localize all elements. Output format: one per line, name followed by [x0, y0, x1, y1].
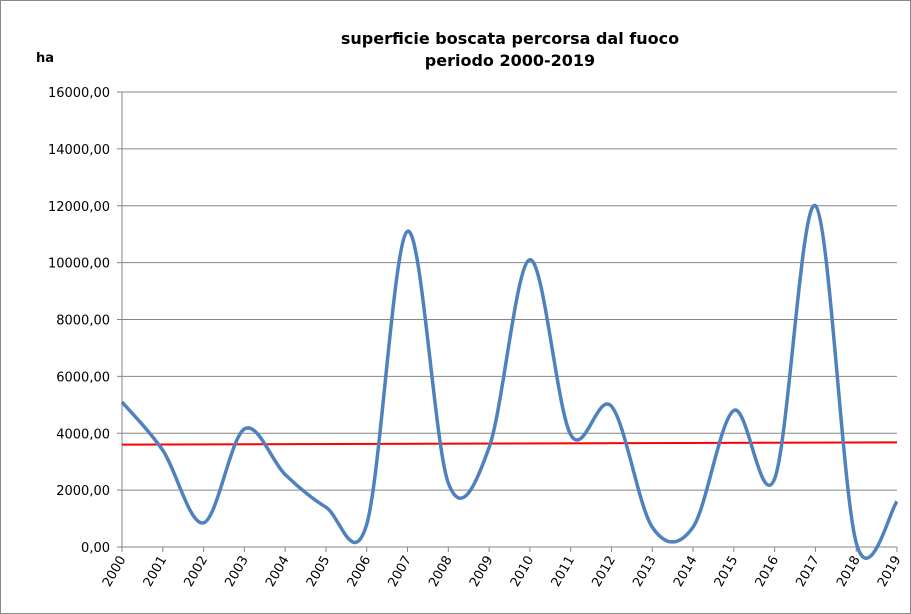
y-tick-label: 8000,00: [56, 314, 110, 329]
y-tick-label: 6000,00: [56, 370, 110, 385]
data-line: [120, 203, 899, 560]
y-tick-label: 10000,00: [48, 257, 110, 272]
trend-line: [121, 441, 898, 446]
y-tick-label: 12000,00: [48, 200, 110, 215]
y-tick-label: 2000,00: [56, 484, 110, 499]
y-axis-label: ha: [36, 51, 54, 66]
y-tick-label: 16000,00: [48, 86, 110, 101]
chart-title: superficie boscata percorsa dal fuoco: [341, 29, 679, 48]
y-tick-label: 4000,00: [56, 427, 110, 442]
y-tick-label: 0,00: [81, 541, 110, 556]
y-tick-label: 14000,00: [48, 143, 110, 158]
chart-subtitle: periodo 2000-2019: [425, 51, 595, 70]
